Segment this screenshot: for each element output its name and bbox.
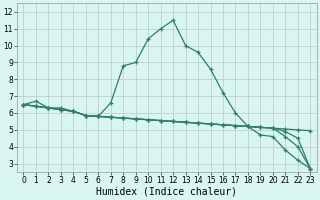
X-axis label: Humidex (Indice chaleur): Humidex (Indice chaleur)	[96, 187, 237, 197]
